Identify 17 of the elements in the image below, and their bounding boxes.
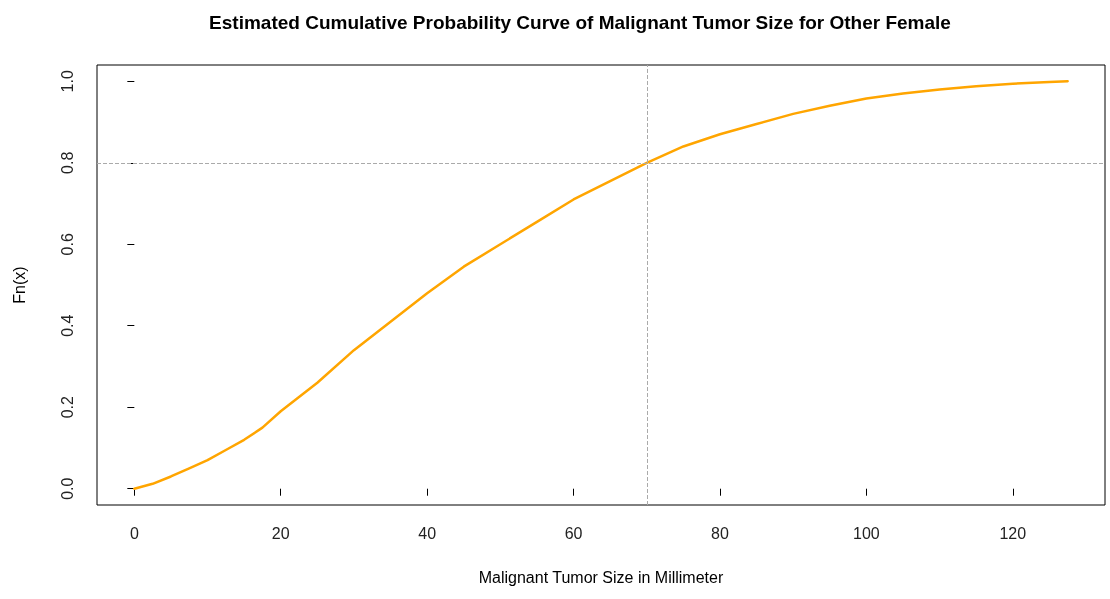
x-axis-title: Malignant Tumor Size in Millimeter <box>478 568 724 586</box>
y-tick-label: 0.6 <box>58 233 76 256</box>
x-tick-label: 60 <box>564 524 583 542</box>
x-tick-label: 100 <box>853 524 880 542</box>
x-tick-label: 20 <box>271 524 290 542</box>
x-tick-label: 40 <box>418 524 437 542</box>
y-tick-label: 0.0 <box>58 477 76 500</box>
y-tick-label: 0.8 <box>58 151 76 174</box>
x-tick-label: 120 <box>999 524 1027 542</box>
y-axis-title: Fn(x) <box>10 266 28 304</box>
chart-title: Estimated Cumulative Probability Curve of Malignant Tumor Size for Other Female <box>209 12 951 33</box>
x-tick-label: 80 <box>711 524 729 542</box>
x-tick-label: 0 <box>129 524 139 542</box>
line-series <box>133 80 1069 490</box>
y-tick-label: 0.2 <box>58 396 76 419</box>
y-tick-label: 1.0 <box>58 70 76 93</box>
y-tick-label: 0.4 <box>58 314 76 337</box>
